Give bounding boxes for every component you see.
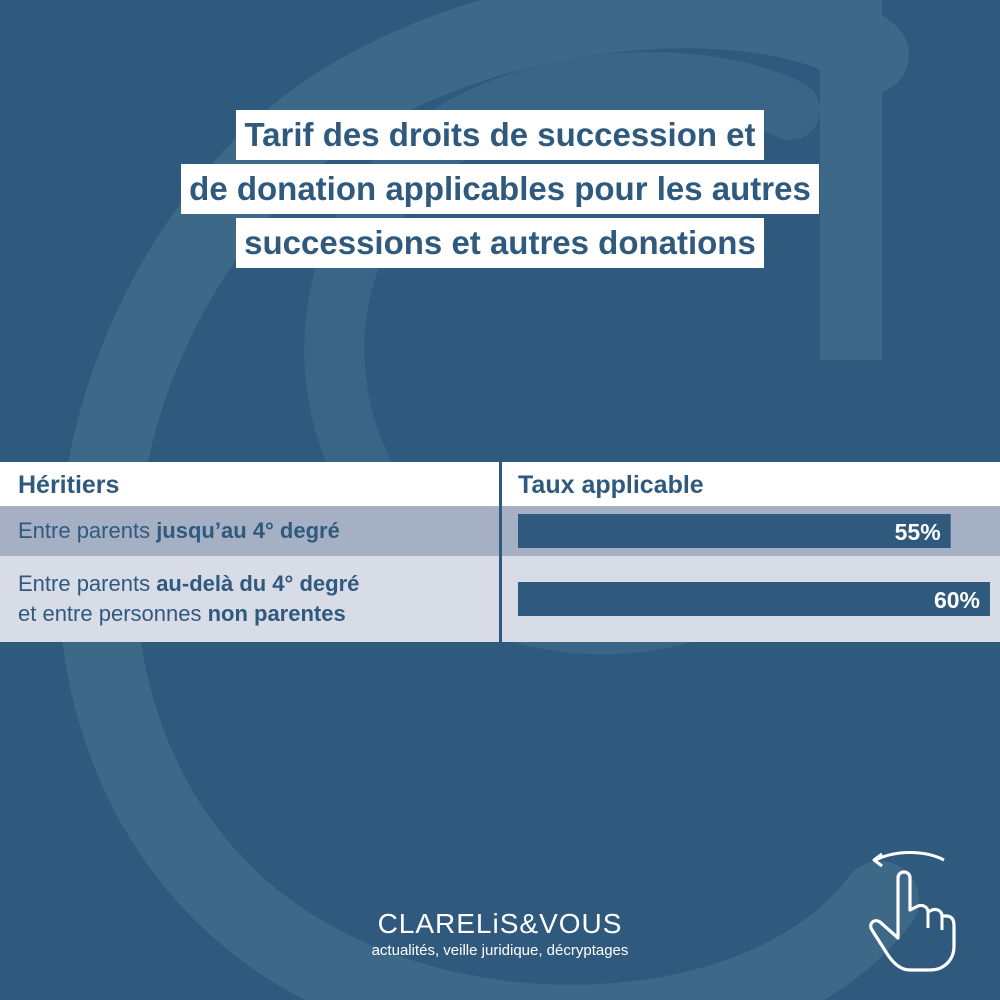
row-label-text: et entre personnes [18,601,208,626]
row-label-text: Entre parents [18,518,157,543]
brand-name: CLARELiS&VOUS [377,908,623,939]
row-label-bold: au-delà du 4° degré [156,571,360,596]
row-label-line: Entre parents au-delà du 4° degré [18,569,488,599]
header-taux: Taux applicable [518,471,704,499]
row-label: Entre parents jusqu’au 4° degré [18,506,488,556]
title-line-2: de donation applicables pour les autres [181,164,819,214]
title-line-1: Tarif des droits de succession et [236,110,764,160]
brand-tagline: actualités, veille juridique, décryptage… [371,942,629,959]
row-label-line: et entre personnes non parentes [18,599,488,629]
rate-bar [518,514,951,548]
row-label-bold: jusqu’au 4° degré [156,518,340,543]
header-heritiers: Héritiers [18,471,120,499]
row-label-line: Entre parents jusqu’au 4° degré [18,516,488,546]
title-line-3: successions et autres donations [236,218,764,268]
rate-bar [518,582,990,616]
swipe-hand-icon [869,851,956,972]
bar-value-label: 55% [895,519,941,545]
column-divider [499,462,502,642]
rates-table: Héritiers Taux applicable Entre parents … [0,462,1000,642]
rate-bars: 55% 60% [518,514,990,616]
bar-value-label: 60% [934,587,980,613]
chart-title: Tarif des droits de succession et de don… [0,110,1000,272]
row-label-bold: non parentes [207,601,346,626]
row-label-text: Entre parents [18,571,157,596]
row-label: Entre parents au-delà du 4° degré et entr… [18,556,488,642]
